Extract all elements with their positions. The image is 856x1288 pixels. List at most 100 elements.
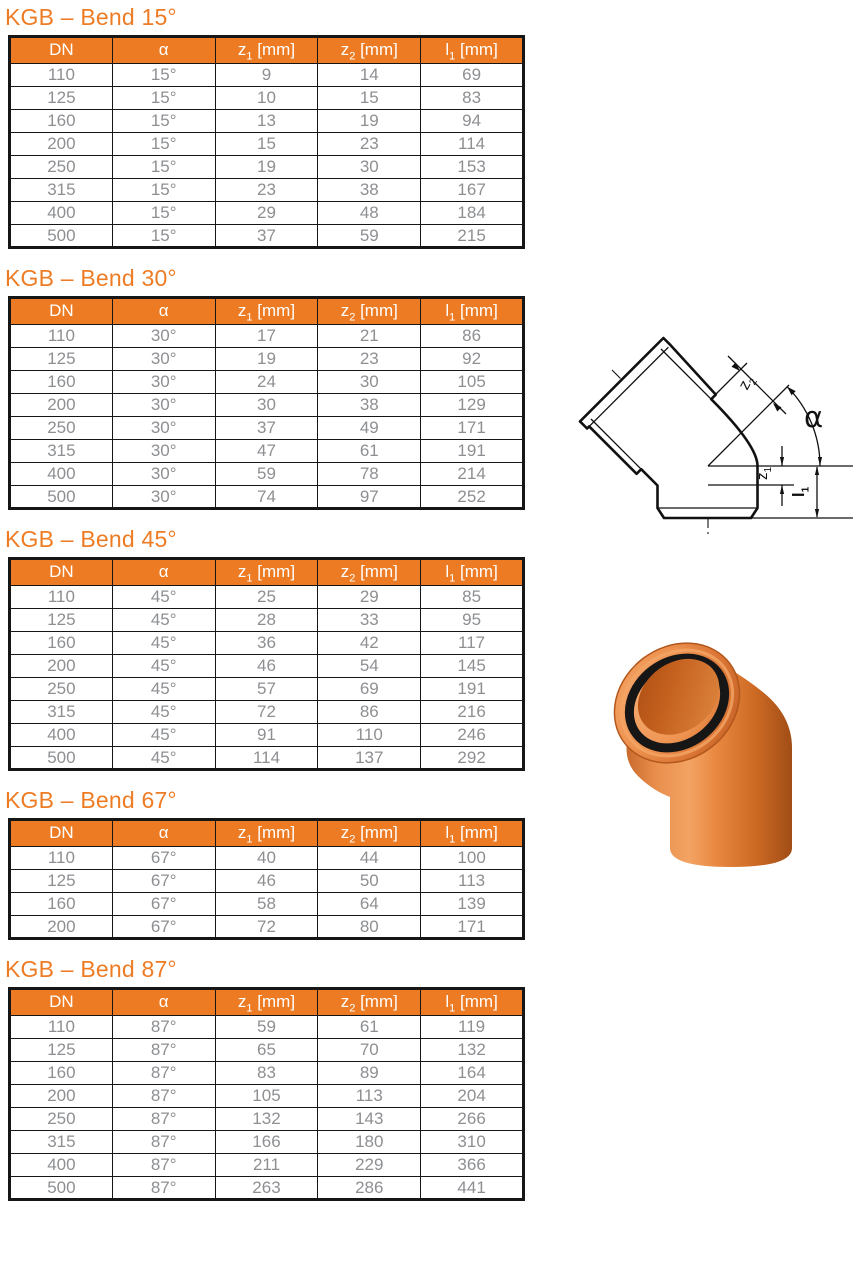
pipe-socket [613, 642, 741, 764]
column-header: z1 [mm] [214, 988, 319, 1016]
column-header: z1 [mm] [214, 558, 319, 586]
table-cell: 171 [420, 915, 524, 939]
table-cell: 38 [317, 393, 422, 417]
table-cell: 23 [317, 132, 422, 156]
table-cell: 500 [9, 485, 113, 509]
table-cell: 250 [9, 1107, 113, 1131]
table-cell: 67° [111, 869, 216, 893]
table-cell: 87° [111, 1015, 216, 1039]
table-cell: 171 [420, 416, 524, 440]
table-cell: 315 [9, 439, 113, 463]
table-cell: 211 [214, 1153, 319, 1177]
table-cell: 160 [9, 1061, 113, 1085]
section-title: KGB – Bend 45° [5, 526, 177, 552]
table-row: 160 30° 24 30 105 [9, 370, 524, 394]
z1-arrowhead-lower [779, 485, 785, 494]
column-header: α [111, 819, 216, 847]
table-cell: 19 [214, 155, 319, 179]
table-cell: 23 [317, 347, 422, 371]
bend-15-table: DN α z1 [mm] z2 [mm] l1 [mm] 110 15° 9 14 69 125 1… [8, 35, 525, 249]
table-cell: 48 [317, 201, 422, 225]
table-cell: 15° [111, 132, 216, 156]
table-cell: 250 [9, 416, 113, 440]
table-cell: 153 [420, 155, 524, 179]
table-cell: 15° [111, 63, 216, 87]
table-cell: 45° [111, 677, 216, 701]
socket-wall-lower-line [590, 418, 642, 470]
table-cell: 89 [317, 1061, 422, 1085]
table-cell: 45° [111, 631, 216, 655]
table-cell: 80 [317, 915, 422, 939]
table-row: 250 87° 132 143 266 [9, 1107, 524, 1131]
table-cell: 69 [317, 677, 422, 701]
table-row: 160 87° 83 89 164 [9, 1061, 524, 1085]
alpha-label: α [804, 400, 824, 434]
column-header: z2 [mm] [317, 558, 422, 586]
l1-label: l1 [789, 486, 812, 498]
table-cell: 30° [111, 324, 216, 348]
table-cell: 180 [317, 1130, 422, 1154]
table-cell: 87° [111, 1061, 216, 1085]
table-cell: 87° [111, 1084, 216, 1108]
table-cell: 33 [317, 608, 422, 632]
table-cell: 160 [9, 631, 113, 655]
column-header: l1 [mm] [420, 36, 524, 64]
table-cell: 15° [111, 224, 216, 248]
table-cell: 132 [420, 1038, 524, 1062]
table-cell: 21 [317, 324, 422, 348]
z2-arrowhead-upper [731, 362, 740, 371]
table-cell: 252 [420, 485, 524, 509]
table-row: 110 87° 59 61 119 [9, 1015, 524, 1039]
table-cell: 15° [111, 155, 216, 179]
table-row: 500 15° 37 59 215 [9, 224, 524, 248]
column-header: z2 [mm] [317, 819, 422, 847]
table-row: 500 45° 114 137 292 [9, 746, 524, 770]
table-cell: 215 [420, 224, 524, 248]
table-cell: 315 [9, 1130, 113, 1154]
lip-inner-line [588, 346, 669, 427]
column-header: z1 [mm] [214, 819, 319, 847]
table-row: 160 67° 58 64 139 [9, 892, 524, 916]
table-cell: 45° [111, 654, 216, 678]
table-cell: 15° [111, 109, 216, 133]
table-cell: 45° [111, 723, 216, 747]
table-cell: 97 [317, 485, 422, 509]
bend-diagram-drawing [578, 336, 853, 534]
z1-label: z1 [754, 466, 775, 481]
table-cell: 61 [317, 1015, 422, 1039]
table-cell: 30° [111, 416, 216, 440]
table-cell: 86 [317, 700, 422, 724]
table-cell: 46 [214, 869, 319, 893]
table-cell: 15° [111, 86, 216, 110]
table-cell: 400 [9, 201, 113, 225]
table-cell: 30 [317, 370, 422, 394]
table-cell: 200 [9, 654, 113, 678]
table-row: 125 67° 46 50 113 [9, 869, 524, 893]
table-cell: 14 [317, 63, 422, 87]
table-cell: 46 [214, 654, 319, 678]
table-header-row: DN α z1 [mm] z2 [mm] l1 [mm] [9, 297, 524, 325]
socket-wall-upper-line [660, 348, 712, 400]
table-cell: 54 [317, 654, 422, 678]
table-cell: 129 [420, 393, 524, 417]
table-row: 160 15° 13 19 94 [9, 109, 524, 133]
table-cell: 24 [214, 370, 319, 394]
l1-arrowhead-bottom [814, 509, 820, 518]
column-header: l1 [mm] [420, 819, 524, 847]
table-row: 110 30° 17 21 86 [9, 324, 524, 348]
table-cell: 40 [214, 846, 319, 870]
table-cell: 166 [214, 1130, 319, 1154]
column-header: z1 [mm] [214, 36, 319, 64]
table-cell: 15 [214, 132, 319, 156]
table-cell: 167 [420, 178, 524, 202]
table-cell: 58 [214, 892, 319, 916]
column-header: DN [9, 819, 113, 847]
table-row: 500 30° 74 97 252 [9, 485, 524, 509]
column-header: z2 [mm] [317, 297, 422, 325]
table-cell: 67° [111, 915, 216, 939]
table-cell: 45° [111, 746, 216, 770]
table-cell: 105 [420, 370, 524, 394]
table-cell: 110 [9, 846, 113, 870]
table-row: 500 87° 263 286 441 [9, 1176, 524, 1200]
table-cell: 83 [214, 1061, 319, 1085]
